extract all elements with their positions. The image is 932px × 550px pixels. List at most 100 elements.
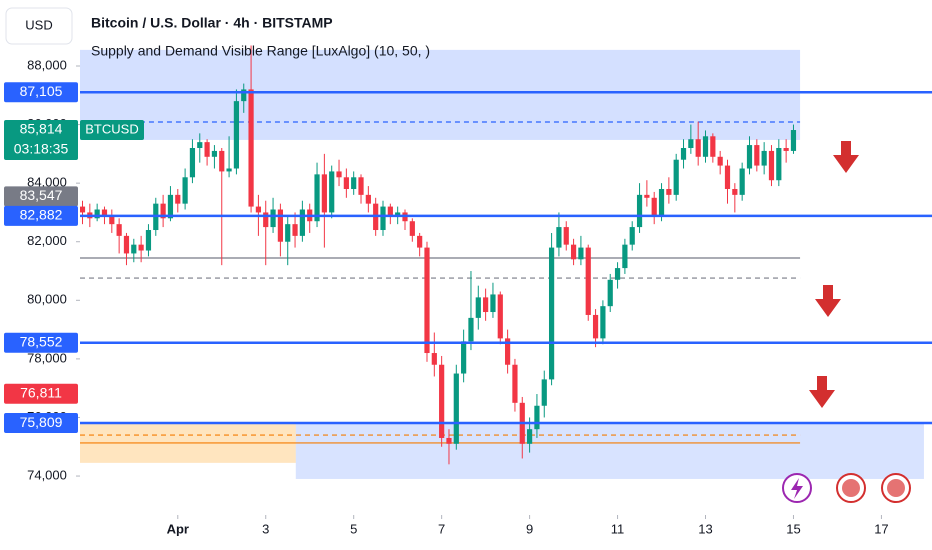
candle-body xyxy=(409,221,415,236)
candle-body xyxy=(446,437,452,444)
candle-body xyxy=(431,353,437,365)
price-badge xyxy=(4,120,78,161)
candle-body xyxy=(776,148,782,181)
price-axis xyxy=(0,0,80,515)
price-badge xyxy=(4,332,78,353)
candle-body xyxy=(680,148,687,160)
bolt xyxy=(791,478,803,499)
candle-body xyxy=(109,215,115,225)
candle-body xyxy=(145,230,152,251)
candle-body xyxy=(527,429,533,444)
price-badge xyxy=(4,186,78,207)
candle-body xyxy=(299,209,305,236)
candle-body xyxy=(211,150,218,157)
candle-body xyxy=(138,244,144,251)
symbol-label: BTCUSD xyxy=(85,121,138,136)
overlay-layer: USD Bitcoin / U.S. Dollar · 4h · BITSTAM… xyxy=(5,7,911,503)
candle-body xyxy=(343,177,349,190)
candle-body xyxy=(732,189,738,195)
candle-body xyxy=(695,139,701,157)
candle-body xyxy=(710,136,716,157)
candle-body xyxy=(417,235,423,248)
candle-body xyxy=(175,194,181,204)
candle-body xyxy=(123,235,130,254)
time-axis xyxy=(0,515,932,550)
price-badge xyxy=(4,205,78,226)
candle-body xyxy=(614,268,621,280)
candle-body xyxy=(358,177,364,195)
candle-body xyxy=(636,194,643,228)
candle-body xyxy=(497,294,503,339)
down-arrow xyxy=(815,285,841,317)
chart-title: Bitcoin / U.S. Dollar · 4h · BITSTAMP xyxy=(91,15,333,31)
candle-body xyxy=(461,341,467,374)
candle-body xyxy=(724,165,731,190)
candle-body xyxy=(101,209,108,216)
price-badge xyxy=(4,383,78,404)
down-arrow xyxy=(833,141,859,173)
price-badge xyxy=(4,413,78,434)
candle-body xyxy=(453,373,459,444)
y-tick-label: 78,000 xyxy=(27,350,67,365)
currency: USD xyxy=(25,17,52,32)
price-badge-label: 75,809 xyxy=(20,414,63,430)
currency-box[interactable] xyxy=(5,7,73,45)
zone xyxy=(80,49,801,140)
candle-body xyxy=(387,206,393,216)
price-badge-label: 87,105 xyxy=(20,83,63,99)
flag xyxy=(887,479,905,497)
candle-body xyxy=(783,148,789,151)
price-badge-label: 82,882 xyxy=(20,207,63,223)
x-tick-label: 15 xyxy=(786,521,800,536)
candle-body xyxy=(197,142,203,149)
x-tick-label: 11 xyxy=(611,521,625,536)
y-tick-label: 82,000 xyxy=(27,233,67,248)
candle-body xyxy=(592,314,599,339)
x-tick-label: 5 xyxy=(350,521,357,536)
down-arrow xyxy=(809,376,835,408)
candle-body xyxy=(607,279,613,307)
candle-body xyxy=(761,150,767,166)
candle-body xyxy=(79,206,86,213)
candle-body xyxy=(380,206,386,231)
x-tick-label: 13 xyxy=(698,521,712,536)
candle-body xyxy=(563,227,569,245)
flag xyxy=(842,479,860,497)
candle-body xyxy=(534,405,540,430)
price-badge xyxy=(4,82,78,103)
price-badge-label: 83,547 xyxy=(20,187,63,203)
candle-body xyxy=(167,194,174,219)
x-tick-label: Apr xyxy=(167,521,189,536)
candle-body xyxy=(483,297,489,313)
candle-body xyxy=(754,145,760,166)
candle-body xyxy=(505,338,511,365)
x-tick-label: 9 xyxy=(526,521,533,536)
candle-body xyxy=(578,247,584,260)
candle-body xyxy=(292,224,298,236)
y-tick-label: 84,000 xyxy=(27,175,67,190)
candle-body xyxy=(468,317,474,342)
candle-body xyxy=(512,364,518,403)
x-tick-label: 3 xyxy=(262,521,269,536)
candle-body xyxy=(585,247,591,315)
candle-body xyxy=(746,145,753,169)
candle-body xyxy=(219,150,225,172)
candle-body xyxy=(277,209,283,242)
candle-body xyxy=(160,203,166,219)
candle-body xyxy=(182,177,188,204)
candle-body xyxy=(189,148,196,178)
candle-body xyxy=(131,244,137,254)
x-tick-label: 17 xyxy=(874,521,888,536)
candle-body xyxy=(475,297,481,318)
candle-body xyxy=(248,89,254,207)
candle-body xyxy=(768,150,775,181)
arrows xyxy=(809,141,859,408)
candle-body xyxy=(285,224,291,242)
candle-body xyxy=(321,174,327,213)
candle-body xyxy=(600,306,606,339)
candle-body xyxy=(739,168,745,195)
candle-body xyxy=(424,247,430,354)
candle-body xyxy=(556,227,562,248)
candle-body xyxy=(548,247,555,380)
